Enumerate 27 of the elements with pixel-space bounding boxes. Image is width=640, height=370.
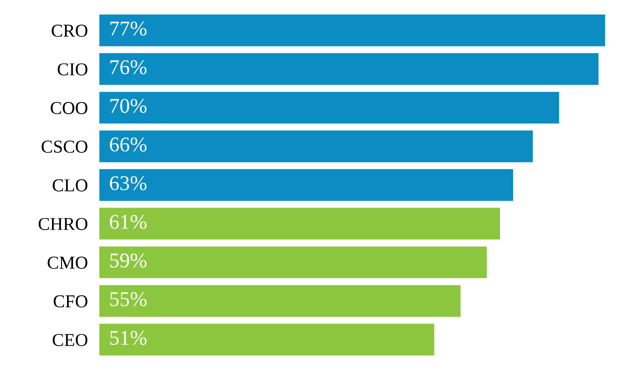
data-label: 51% xyxy=(110,330,147,345)
data-label: 63% xyxy=(110,176,147,190)
data-label: 76% xyxy=(110,60,147,74)
bar xyxy=(99,92,560,124)
data-label: 70% xyxy=(110,98,147,113)
y-tick-label: CFO xyxy=(54,295,88,308)
bar xyxy=(99,324,434,356)
bar xyxy=(99,169,514,201)
data-label: 77% xyxy=(110,22,147,36)
y-tick-label: CSCO xyxy=(42,140,88,153)
y-tick-label: CIO xyxy=(58,63,88,76)
bar xyxy=(99,14,606,46)
bar xyxy=(99,285,461,317)
y-tick-label: CMO xyxy=(48,256,88,269)
y-tick-label: CLO xyxy=(52,179,88,192)
y-tick-label: CRO xyxy=(52,24,88,37)
y-tick-label: CHRO xyxy=(38,218,88,230)
data-label: 59% xyxy=(110,253,147,268)
y-tick-label: COO xyxy=(50,102,88,114)
bar xyxy=(99,53,599,85)
bar xyxy=(99,246,487,278)
bar xyxy=(99,208,500,240)
data-label: 61% xyxy=(110,214,147,229)
data-label: 66% xyxy=(110,137,147,152)
y-tick-label: CEO xyxy=(52,334,88,346)
bar xyxy=(99,130,533,162)
data-label: 55% xyxy=(110,292,147,306)
